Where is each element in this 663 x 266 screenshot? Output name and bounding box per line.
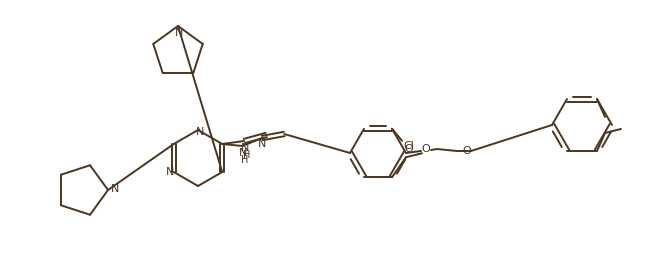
Text: H: H — [241, 155, 248, 165]
Text: O: O — [422, 144, 430, 154]
Text: O: O — [404, 144, 413, 154]
Text: Cl: Cl — [404, 141, 414, 151]
Text: H: H — [243, 150, 250, 160]
Text: N: N — [175, 28, 183, 38]
Text: N: N — [111, 184, 119, 194]
Text: O: O — [463, 146, 471, 156]
Text: N: N — [241, 143, 249, 153]
Text: N: N — [166, 167, 174, 177]
Text: N: N — [258, 139, 267, 149]
Text: N: N — [239, 148, 247, 158]
Text: N: N — [196, 127, 204, 137]
